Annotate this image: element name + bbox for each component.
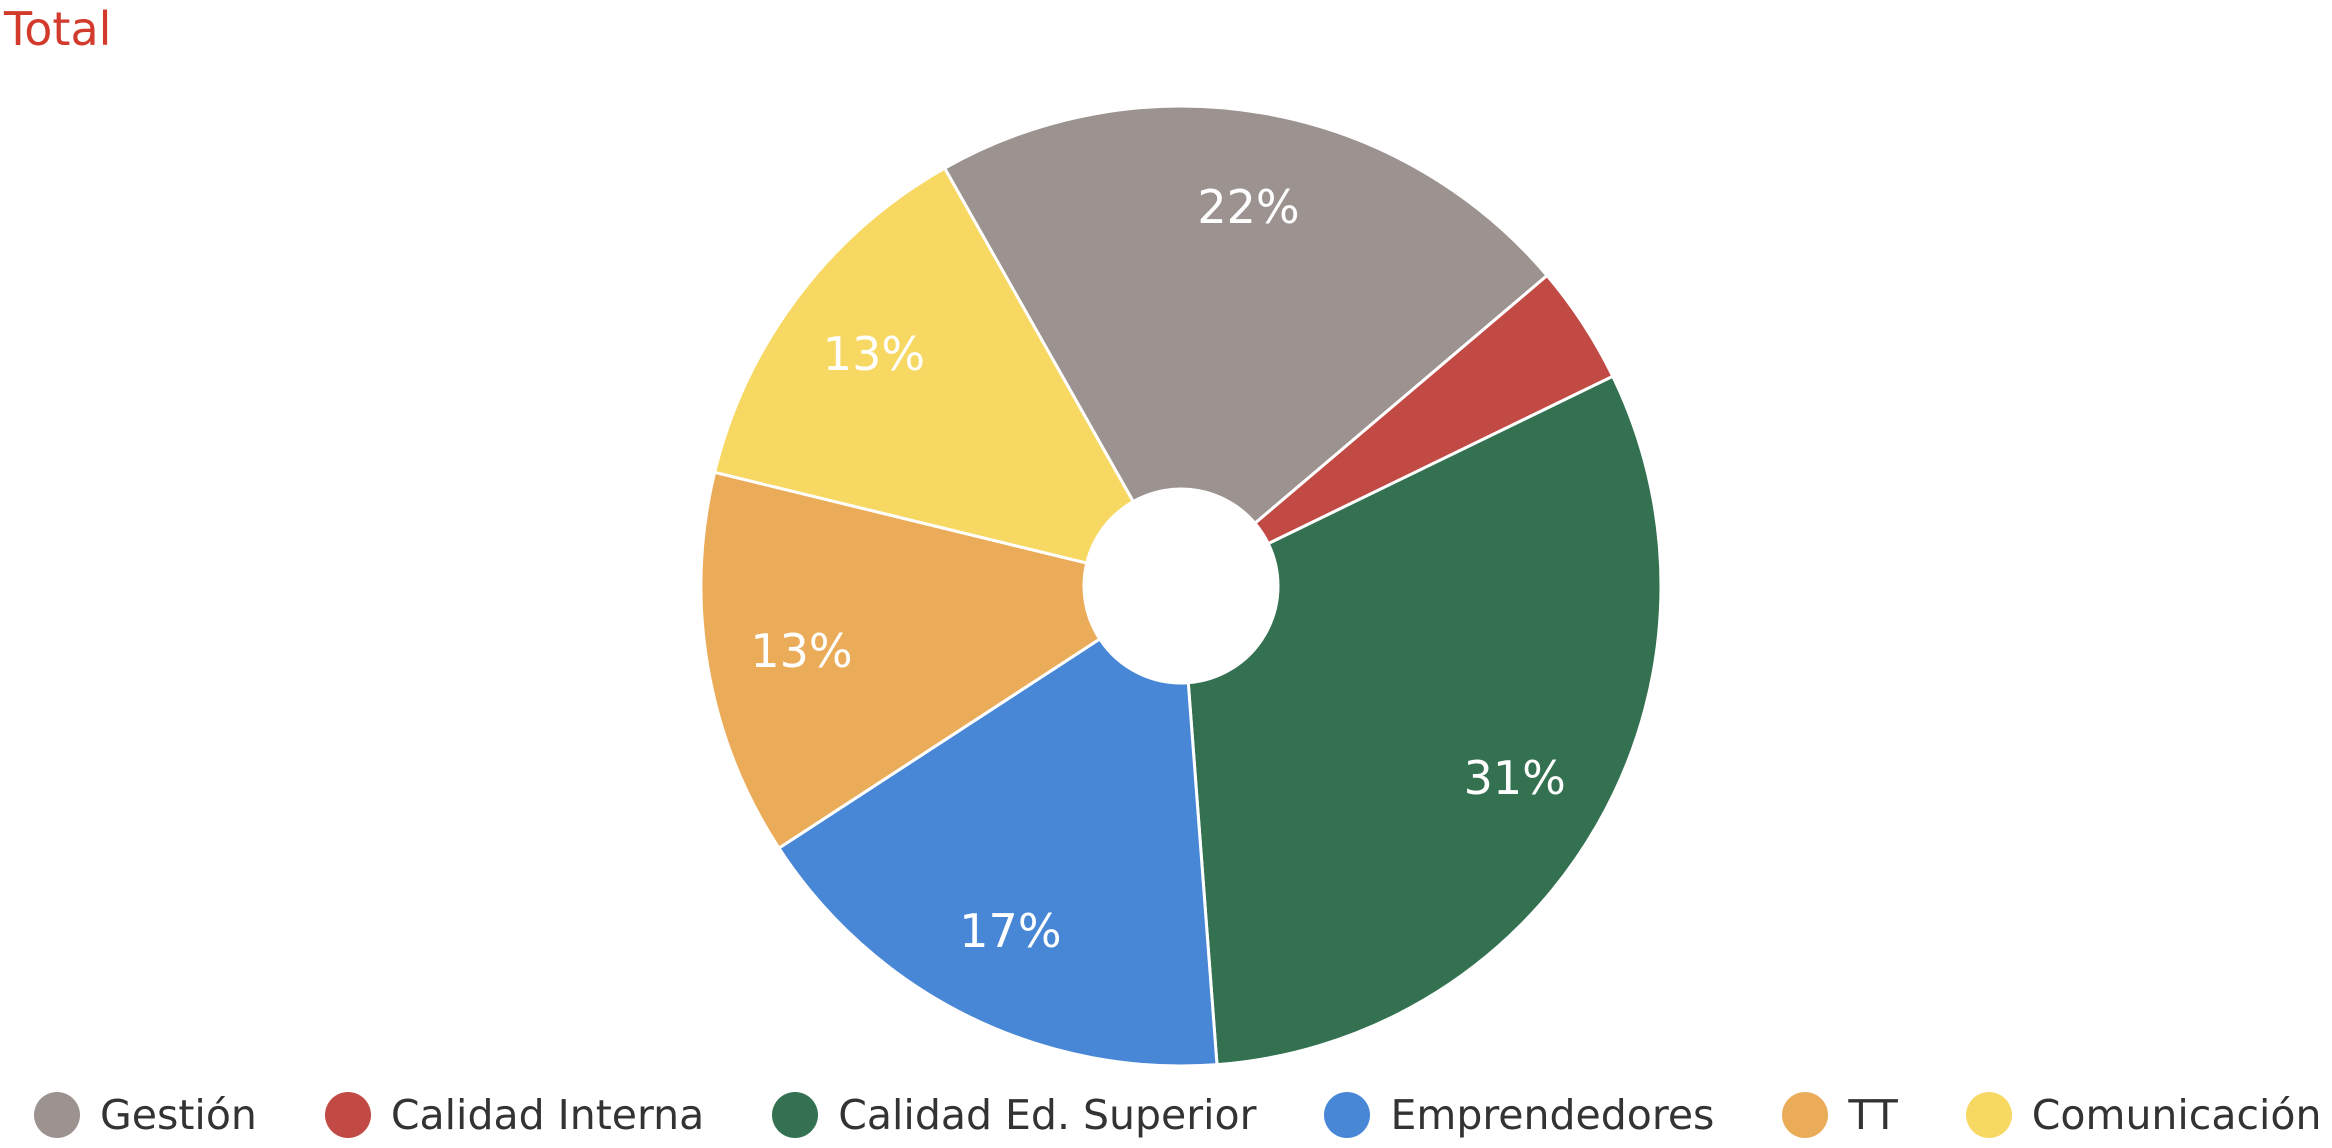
slice-label-calidad-ed-superior: 31%	[1464, 751, 1566, 805]
slice-label-comunicacion: 13%	[823, 327, 925, 381]
legend-label: TT	[1848, 1091, 1898, 1139]
pie-slice-gestion[interactable]	[942, 104, 1550, 526]
pie-chart: 22% 31% 17% 13% 13%	[699, 104, 1663, 1068]
legend-swatch	[772, 1092, 819, 1138]
legend-item-emprendedores[interactable]: Emprendedores	[1324, 1091, 1714, 1139]
slice-label-gestion: 22%	[1197, 180, 1299, 234]
legend-swatch	[1965, 1092, 2012, 1138]
legend-swatch	[1782, 1092, 1829, 1138]
legend-swatch	[1324, 1092, 1371, 1138]
pie-slice-tt[interactable]	[699, 470, 1102, 851]
legend-label: Emprendedores	[1390, 1091, 1715, 1139]
legend-item-calidad-interna[interactable]: Calidad Interna	[324, 1091, 705, 1139]
slice-label-tt: 13%	[750, 624, 852, 678]
slice-label-emprendedores: 17%	[959, 904, 1061, 958]
legend-item-comunicacion[interactable]: Comunicación	[1965, 1091, 2322, 1139]
chart-title: Total	[4, 2, 112, 56]
pie-slice-comunicacion[interactable]	[712, 166, 1136, 565]
legend-swatch	[324, 1092, 371, 1138]
pie-slice-emprendedores[interactable]	[776, 636, 1219, 1068]
legend-label: Gestión	[100, 1091, 257, 1139]
legend-swatch	[34, 1092, 80, 1138]
pie-slice-calidad-ed-superior[interactable]	[1186, 374, 1663, 1067]
legend-label: Calidad Ed. Superior	[838, 1091, 1257, 1139]
legend-label: Calidad Interna	[390, 1091, 705, 1139]
legend-label: Comunicación	[2031, 1091, 2322, 1139]
legend-item-gestion[interactable]: Gestión	[34, 1091, 257, 1139]
legend-item-calidad-ed-superior[interactable]: Calidad Ed. Superior	[772, 1091, 1256, 1139]
legend: Gestión Calidad Interna Calidad Ed. Superi…	[34, 1088, 2321, 1142]
legend-item-tt[interactable]: TT	[1782, 1091, 1898, 1139]
